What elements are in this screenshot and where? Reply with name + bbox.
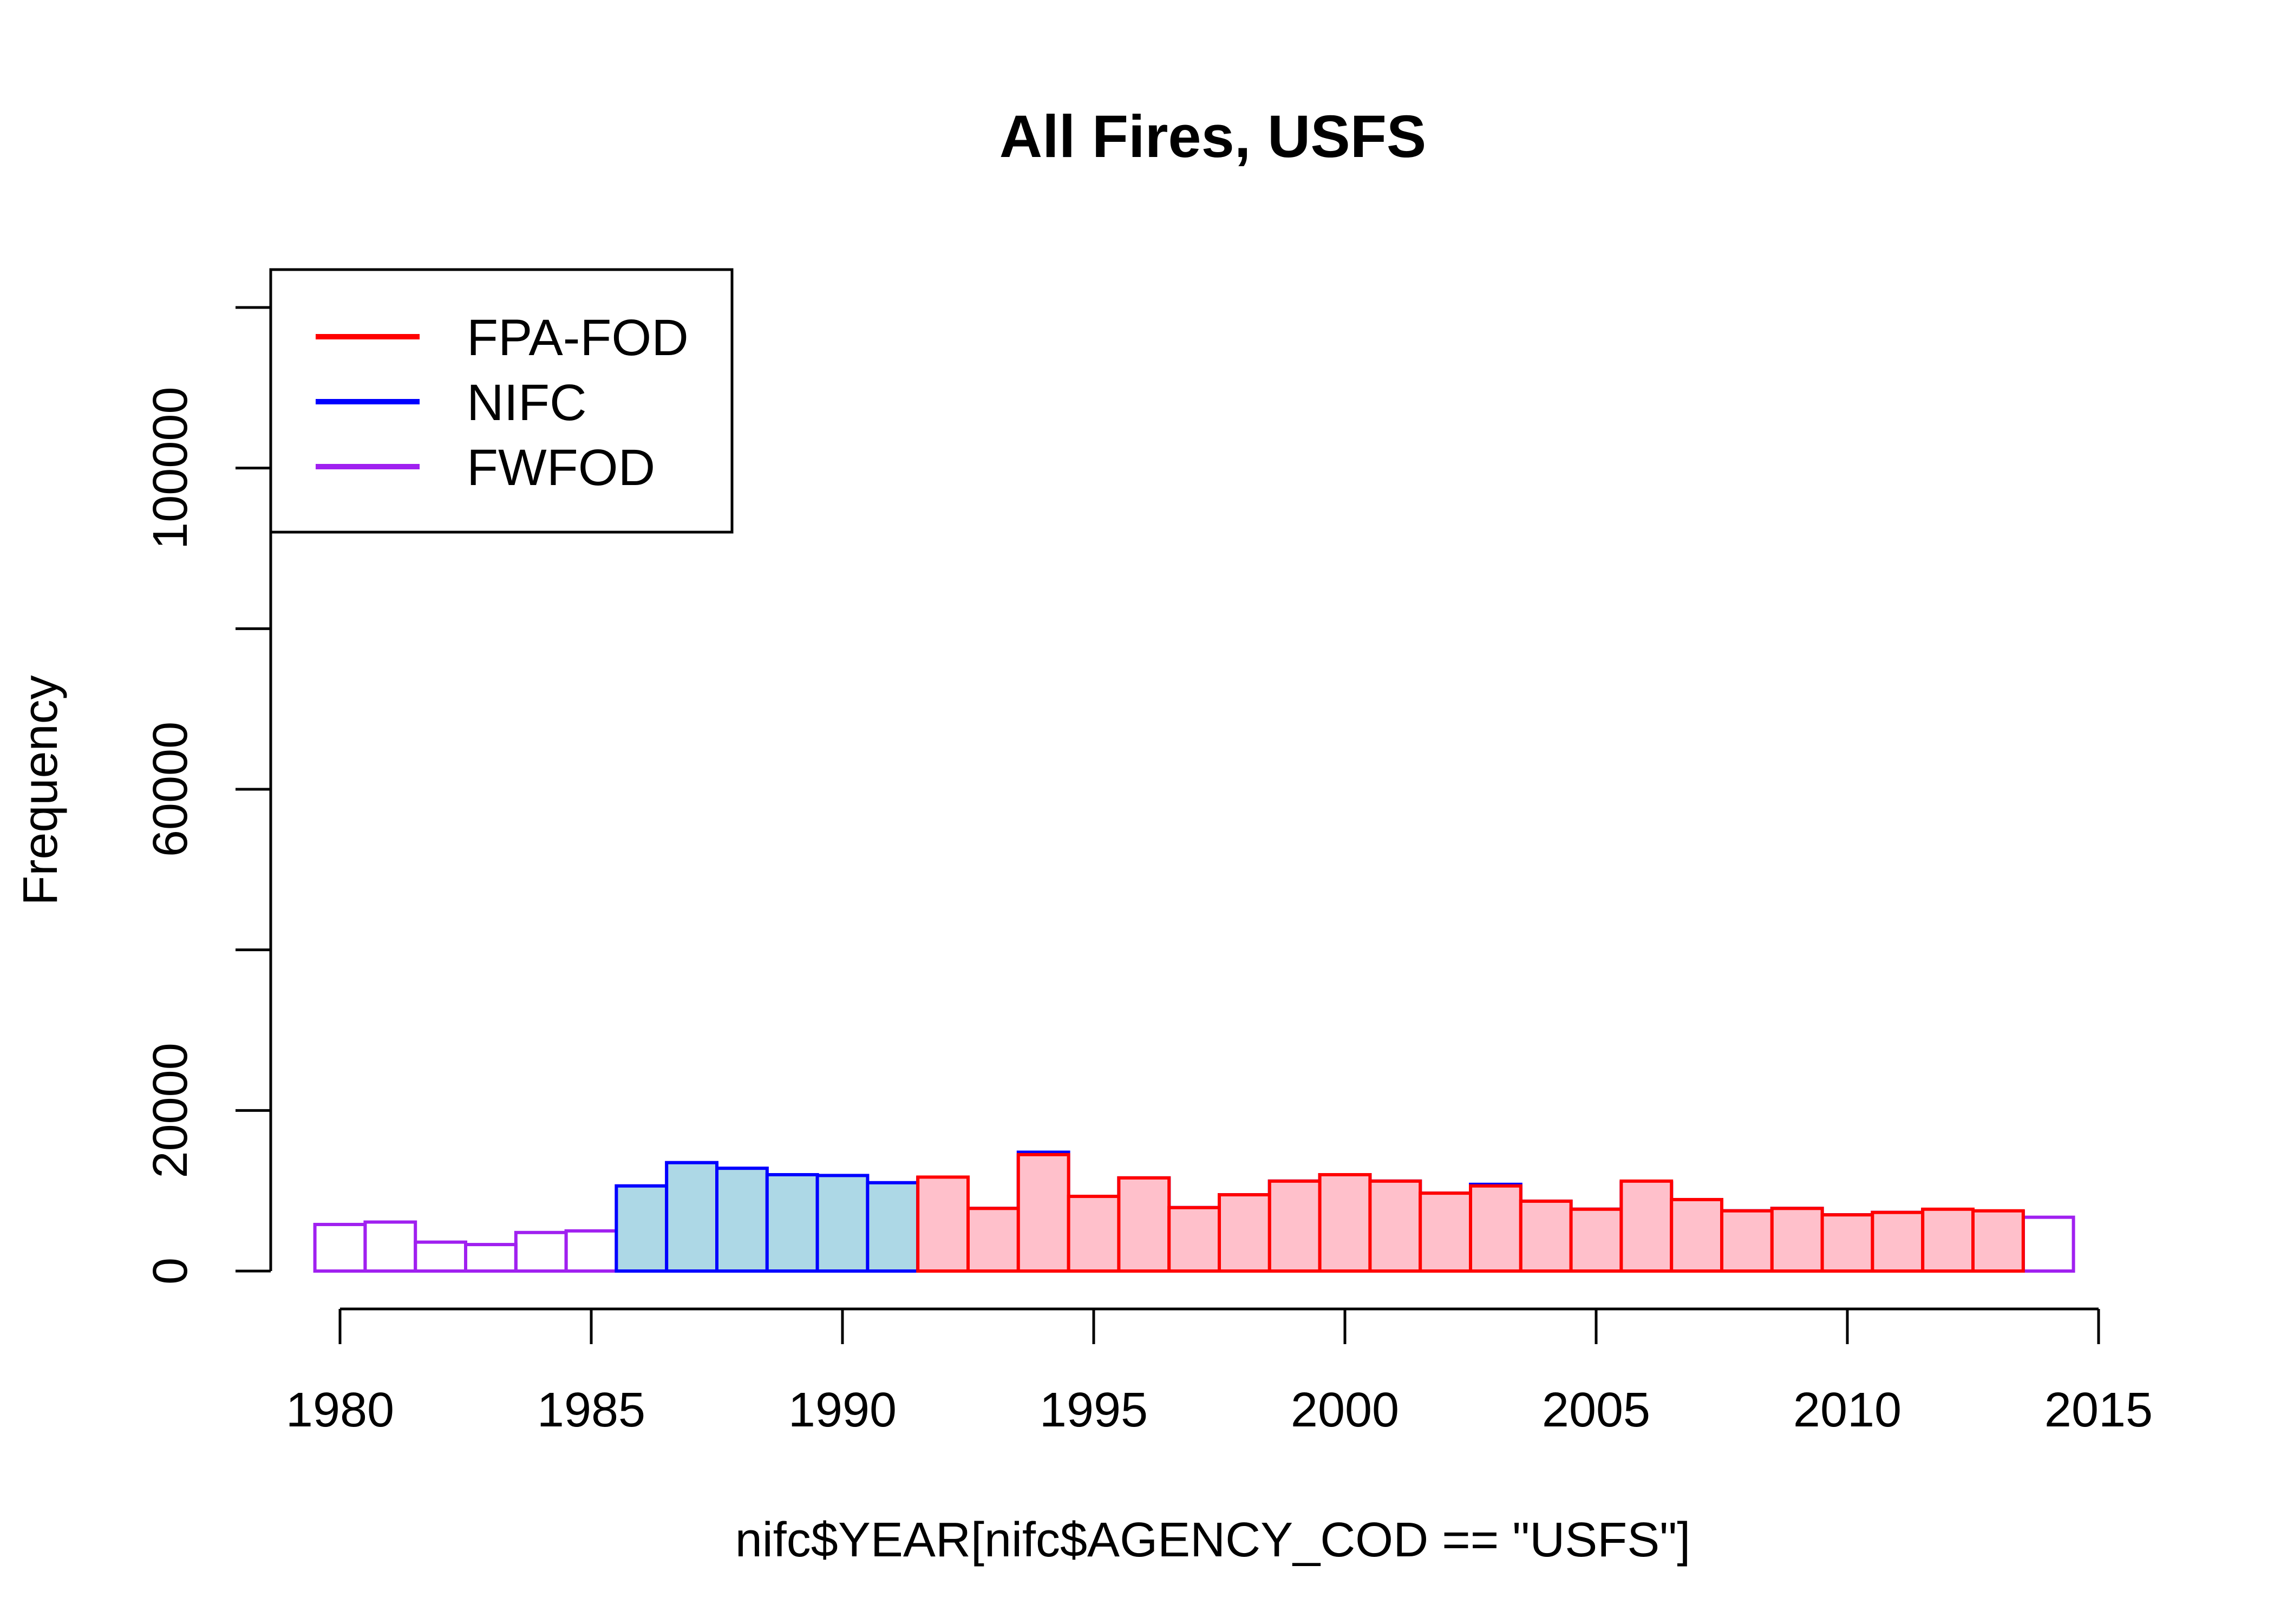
fpa-fod-bar-2002 (1419, 1191, 1472, 1273)
nifc-bar-1990 (815, 1174, 870, 1273)
fpa-fod-bar-2007 (1670, 1197, 1723, 1273)
x-tick-label: 1995 (1040, 1383, 1148, 1437)
fpa-fod-bar-2006 (1619, 1179, 1674, 1273)
x-tick-label: 2000 (1291, 1383, 1399, 1437)
fpa-fod-bar-2001 (1368, 1179, 1422, 1273)
fpa-fod-bar-1997 (1167, 1206, 1221, 1273)
x-tick-label: 1980 (286, 1383, 394, 1437)
x-axis: 1980 1985 1990 1995 2000 2005 2010 2015 (286, 1307, 2153, 1437)
legend-label-fwfod: FWFOD (467, 439, 655, 496)
legend: FPA-FOD NIFC FWFOD (269, 268, 734, 534)
x-tick-label: 2015 (2044, 1383, 2153, 1437)
nifc-bar-1989 (765, 1173, 819, 1273)
x-axis-label: nifc$YEAR[nifc$AGENCY_COD == "USFS"] (735, 1513, 1691, 1567)
nifc-bar-1986 (615, 1184, 669, 1273)
fpa-fod-bar-1994 (1016, 1152, 1070, 1273)
fwfod-bar-1983 (464, 1243, 518, 1273)
fpa-fod-bar-1995 (1067, 1195, 1121, 1273)
fpa-fod-bar-2003 (1469, 1184, 1522, 1273)
x-tick-label: 1990 (788, 1383, 897, 1437)
fpa-fod-bar-1998 (1218, 1193, 1271, 1273)
fpa-fod-bar-2009 (1770, 1207, 1824, 1273)
fpa-fod-bar-1996 (1117, 1176, 1171, 1273)
fpa-fod-bar-2013 (1971, 1209, 2025, 1273)
y-tick-label: 0 (143, 1258, 198, 1285)
fwfod-bar-1980 (313, 1222, 367, 1273)
y-tick-label: 60000 (143, 722, 198, 857)
fwfod-bar-2014 (2021, 1215, 2075, 1273)
fpa-fod-bar-2004 (1519, 1199, 1573, 1273)
fpa-fod-bar-1993 (966, 1207, 1020, 1273)
fwfod-bar-1981 (363, 1220, 417, 1273)
fpa-fod-bar-1999 (1267, 1179, 1322, 1273)
y-tick-label: 20000 (143, 1043, 198, 1178)
fpa-fod-bar-2000 (1318, 1173, 1372, 1273)
y-axis-label: Frequency (14, 675, 68, 905)
nifc-bar-1991 (866, 1181, 920, 1273)
y-axis: 0 20000 60000 100000 (143, 306, 272, 1285)
nifc-bar-1988 (715, 1167, 769, 1273)
fpa-fod-bar-1992 (916, 1175, 970, 1273)
fpa-fod-bar-2005 (1569, 1207, 1623, 1273)
legend-label-fpa-fod: FPA-FOD (467, 309, 689, 366)
fpa-fod-bar-2011 (1871, 1210, 1925, 1273)
fpa-fod-bar-2012 (1921, 1207, 1975, 1273)
fwfod-bar-1984 (514, 1230, 568, 1273)
fpa-fod-bar-2010 (1820, 1213, 1874, 1273)
x-tick-label: 2010 (1793, 1383, 1901, 1437)
fwfod-bar-1982 (414, 1240, 468, 1273)
chart-title: All Fires, USFS (999, 103, 1427, 170)
fpa-fod-series (916, 1152, 2025, 1273)
x-tick-label: 1985 (537, 1383, 645, 1437)
y-tick-label: 100000 (143, 387, 198, 549)
fwfod-bar-1985 (564, 1229, 618, 1273)
legend-label-nifc: NIFC (467, 374, 587, 431)
nifc-bar-1987 (665, 1161, 718, 1273)
x-tick-label: 2005 (1542, 1383, 1650, 1437)
fpa-fod-bar-2008 (1720, 1209, 1774, 1273)
